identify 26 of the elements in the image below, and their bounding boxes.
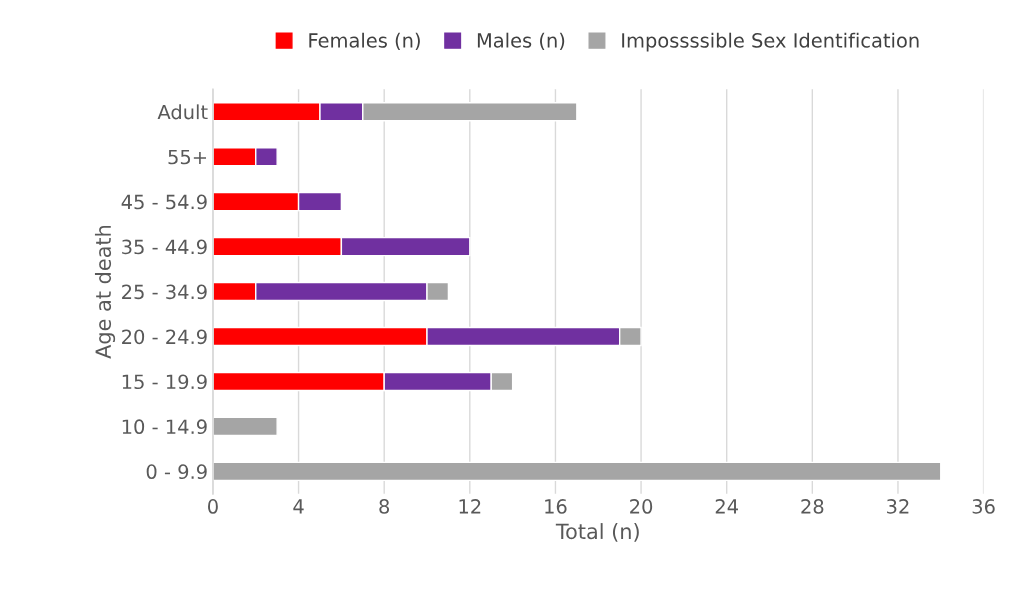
bar bbox=[212, 461, 942, 482]
x-tick-label: 28 bbox=[801, 499, 824, 514]
x-tick-label: 12 bbox=[459, 499, 481, 514]
y-axis-title: Age at death bbox=[94, 225, 116, 359]
legend-label: Impossssible Sex Identification bbox=[622, 32, 919, 52]
y-tick-label: 10 - 14.9 bbox=[122, 419, 207, 435]
y-tick-label: 25 - 34.9 bbox=[122, 284, 207, 300]
x-tick-label: 32 bbox=[887, 499, 909, 514]
x-tick-label: 20 bbox=[630, 499, 653, 514]
y-tick-label: 20 - 24.9 bbox=[122, 329, 207, 345]
y-tick-label: 15 - 19.9 bbox=[122, 374, 207, 390]
x-tick-label: 36 bbox=[972, 499, 995, 514]
y-tick-label: Adult bbox=[157, 104, 208, 120]
y-tick-label: 55+ bbox=[168, 149, 207, 165]
x-tick-label: 8 bbox=[379, 499, 390, 514]
legend-label: Females (n) bbox=[309, 32, 420, 51]
x-tick-label: 4 bbox=[293, 499, 304, 514]
y-tick-label: 35 - 44.9 bbox=[122, 239, 207, 255]
legend-label: Males (n) bbox=[477, 32, 565, 51]
y-tick-label: 0 - 9.9 bbox=[146, 464, 207, 480]
x-tick-label: 24 bbox=[715, 499, 738, 514]
y-tick-label: 45 - 54.9 bbox=[121, 194, 207, 210]
bar bbox=[212, 416, 278, 437]
x-axis-title: Total (n) bbox=[555, 523, 639, 542]
x-tick-label: 16 bbox=[545, 499, 567, 514]
x-tick-label: 0 bbox=[208, 499, 218, 514]
